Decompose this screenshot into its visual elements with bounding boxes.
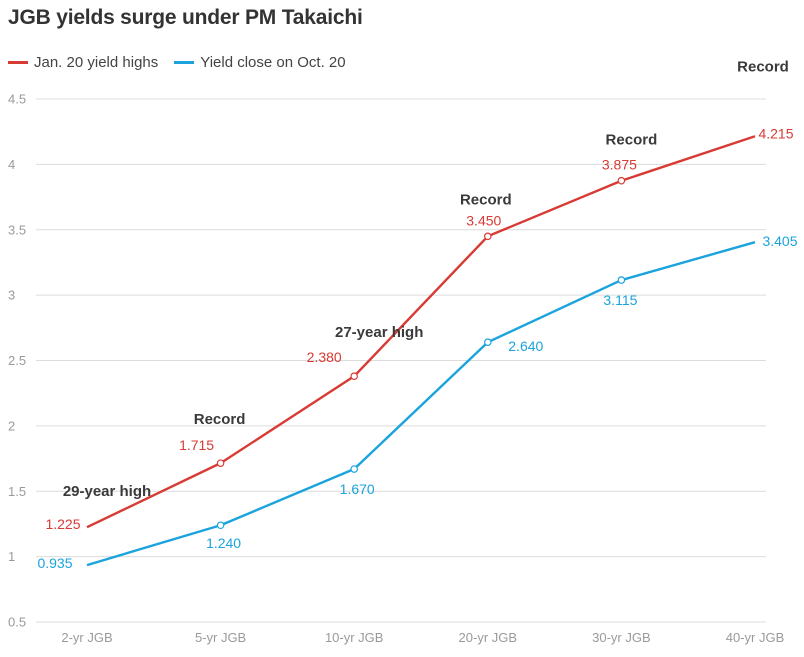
x-tick-label: 20-yr JGB (459, 630, 518, 645)
legend-swatch-jan20 (8, 61, 28, 64)
data-point (216, 459, 225, 467)
chart-title: JGB yields surge under PM Takaichi (8, 6, 363, 29)
x-tick-label: 30-yr JGB (592, 630, 651, 645)
legend-item-oct20: Yield close on Oct. 20 (174, 54, 346, 71)
annotation-label: 27-year high (335, 324, 423, 341)
data-point (350, 372, 359, 380)
series-line-0 (86, 135, 756, 529)
data-label: 3.115 (603, 292, 637, 308)
series-line-1 (86, 241, 756, 567)
legend-label-jan20: Jan. 20 yield highs (34, 54, 159, 71)
data-label: 3.875 (602, 157, 637, 173)
data-point (617, 276, 626, 284)
data-point (350, 465, 359, 473)
y-tick-label: 3.5 (8, 222, 26, 237)
data-label: 2.640 (508, 338, 543, 354)
data-label: 3.405 (762, 233, 797, 249)
data-label: 1.240 (206, 535, 241, 551)
annotation-label: Record (460, 191, 512, 208)
data-point (483, 232, 492, 241)
data-label: 2.380 (307, 349, 342, 365)
data-point (617, 176, 626, 185)
data-label: 1.670 (340, 481, 375, 497)
y-tick-label: 4.5 (8, 92, 26, 107)
data-label: 0.935 (37, 555, 72, 571)
annotation-label: Record (737, 58, 789, 75)
y-tick-label: 2 (8, 418, 15, 433)
x-tick-label: 10-yr JGB (325, 630, 384, 645)
legend-label-oct20: Yield close on Oct. 20 (200, 54, 346, 71)
y-tick-label: 1.5 (8, 484, 26, 499)
legend-swatch-oct20 (174, 61, 195, 64)
data-label: 1.225 (45, 516, 80, 532)
y-tick-label: 1 (8, 549, 15, 564)
x-tick-label: 40-yr JGB (726, 630, 785, 645)
x-tick-label: 5-yr JGB (195, 630, 246, 645)
data-point (216, 521, 225, 530)
data-point (483, 338, 492, 346)
y-tick-label: 2.5 (8, 353, 26, 368)
y-tick-label: 0.5 (8, 615, 26, 630)
annotation-label: 29-year high (63, 483, 151, 500)
x-tick-label: 2-yr JGB (61, 630, 112, 645)
y-tick-label: 4 (8, 157, 15, 172)
annotation-label: Record (194, 411, 246, 428)
legend: Jan. 20 yield highs Yield close on Oct. … (8, 54, 362, 71)
legend-item-jan20: Jan. 20 yield highs (8, 54, 158, 71)
data-label: 4.215 (758, 125, 793, 141)
data-label: 1.715 (179, 437, 214, 453)
y-tick-label: 3 (8, 288, 15, 303)
annotation-label: Record (606, 132, 658, 149)
data-label: 3.450 (466, 212, 501, 228)
